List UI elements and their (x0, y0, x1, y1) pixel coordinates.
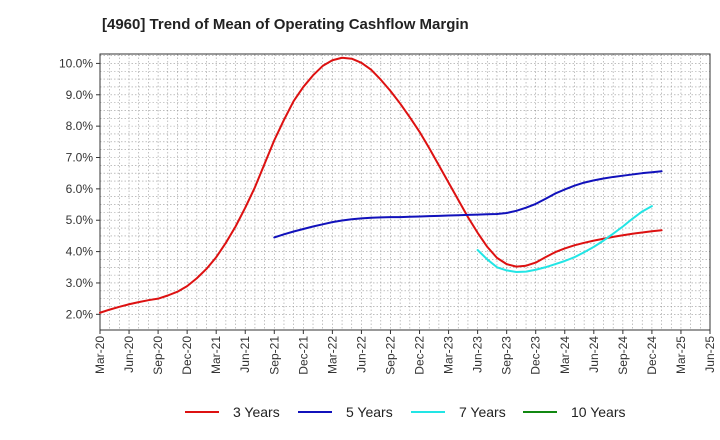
y-tick-label: 3.0% (66, 276, 94, 290)
x-tick-label: Jun-25 (703, 336, 717, 373)
axes: 2.0% 3.0% 4.0% 5.0% 6.0% 7.0% 8.0% 9.0% 10.0% Mar… (59, 53, 717, 375)
series-line-7-years (476, 205, 653, 273)
legend-swatch-10-years (523, 411, 557, 413)
x-tick-label: Dec-23 (529, 336, 543, 375)
x-tick-label: Mar-23 (442, 336, 456, 374)
legend-swatch-5-years (298, 411, 332, 413)
x-tick-label: Mar-25 (674, 336, 688, 374)
legend-item-3-years: 3 Years (185, 404, 280, 420)
series-lines (99, 56, 663, 314)
x-tick-label: Jun-24 (587, 336, 601, 373)
x-tick-label: Dec-24 (645, 336, 659, 375)
legend-item-7-years: 7 Years (411, 404, 506, 420)
x-tick-label: Dec-20 (180, 336, 194, 375)
y-tick-label: 6.0% (66, 182, 94, 196)
x-tick-label: Sep-24 (616, 336, 630, 375)
x-tick-label: Jun-22 (354, 336, 368, 373)
x-tick-label: Jun-23 (471, 336, 485, 373)
x-tick-label: Sep-22 (383, 336, 397, 375)
plot-frame (99, 53, 711, 331)
y-tick-label: 7.0% (66, 151, 94, 165)
y-tick-label: 5.0% (66, 213, 94, 227)
y-tick-label: 9.0% (66, 88, 94, 102)
x-tick-label: Mar-20 (93, 336, 107, 374)
x-tick-label: Jun-20 (122, 336, 136, 373)
grid-lines (99, 54, 711, 330)
legend-label-10-years: 10 Years (571, 404, 626, 420)
y-tick-label: 8.0% (66, 119, 94, 133)
legend-label-5-years: 5 Years (346, 404, 393, 420)
x-tick-label: Mar-22 (325, 336, 339, 374)
legend-swatch-3-years (185, 411, 219, 413)
legend-item-5-years: 5 Years (298, 404, 393, 420)
legend-swatch-7-years (411, 411, 445, 413)
x-tick-label: Sep-21 (267, 336, 281, 375)
legend-label-3-years: 3 Years (233, 404, 280, 420)
y-tick-label: 10.0% (59, 56, 93, 70)
series-line-5-years (273, 170, 663, 239)
y-tick-label: 4.0% (66, 245, 94, 259)
x-tick-label: Dec-22 (413, 336, 427, 375)
series-line-3-years (99, 56, 663, 314)
x-tick-label: Sep-23 (500, 336, 514, 375)
x-tick-label: Mar-21 (209, 336, 223, 374)
legend-item-10-years: 10 Years (523, 404, 626, 420)
x-tick-label: Mar-24 (558, 336, 572, 374)
chart-title: [4960] Trend of Mean of Operating Cashfl… (102, 16, 469, 33)
legend: 3 Years 5 Years 7 Years 10 Years (0, 404, 720, 426)
x-tick-label: Sep-20 (151, 336, 165, 375)
legend-label-7-years: 7 Years (459, 404, 506, 420)
y-tick-label: 2.0% (66, 307, 94, 321)
x-tick-label: Jun-21 (238, 336, 252, 373)
x-tick-label: Dec-21 (296, 336, 310, 375)
